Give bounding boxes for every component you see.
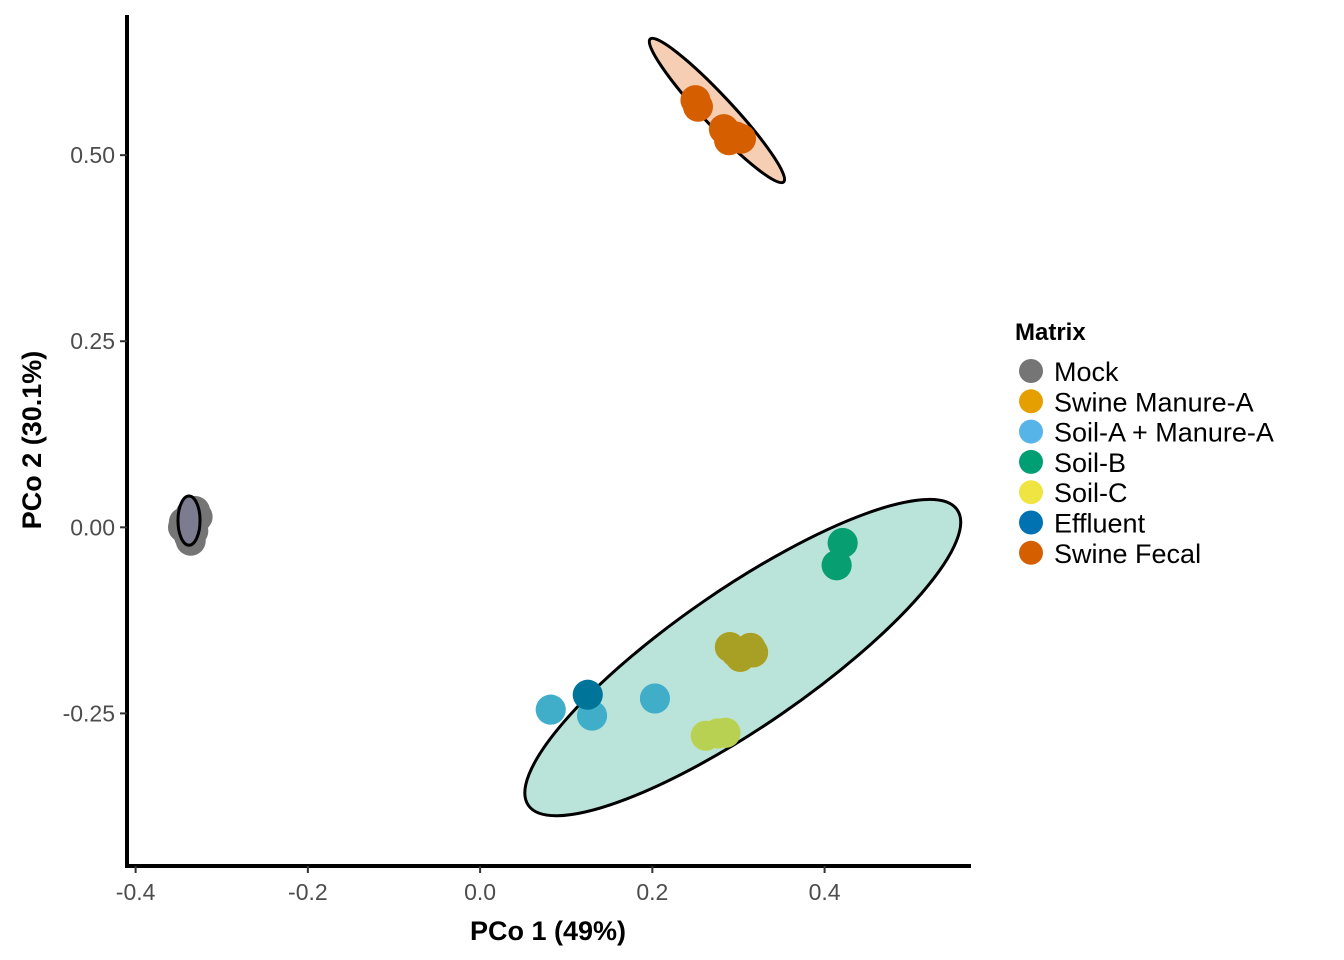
legend-title: Matrix [1015, 319, 1086, 346]
legend-key [1019, 540, 1043, 565]
legend-key [1019, 359, 1043, 383]
legend-label: Soil-B [1054, 448, 1126, 478]
data-point-overlay [639, 683, 670, 714]
legend-label: Effluent [1054, 509, 1146, 539]
x-tick-label: 0.4 [809, 879, 841, 905]
ellipse-layer [523, 36, 963, 818]
point-layer [167, 85, 858, 751]
legend-label: Soil-A + Manure-A [1054, 418, 1274, 448]
y-ticks: -0.25 0.00 0.25 0.50 [63, 142, 127, 726]
y-tick-label: 0.25 [70, 328, 115, 354]
x-tick-label: 0.2 [636, 879, 668, 905]
legend-label: Soil-C [1054, 478, 1128, 508]
x-tick-label: -0.4 [116, 879, 156, 905]
y-axis-title: PCo 2 (30.1%) [17, 351, 47, 530]
axes: -0.4 -0.2 0.0 0.2 0.4 -0.25 0.00 0.25 0.50 [63, 15, 971, 905]
data-point [682, 91, 713, 122]
data-point-overlay [572, 679, 603, 710]
legend-label: Mock [1054, 357, 1119, 387]
legend-key [1019, 510, 1043, 535]
confidence-ellipse [176, 494, 202, 547]
data-point-overlay [821, 550, 852, 581]
legend-key [1019, 480, 1043, 505]
legend-label: Swine Fecal [1054, 539, 1201, 569]
x-axis-title: PCo 1 (49%) [470, 916, 626, 946]
data-point [726, 123, 757, 154]
data-point-overlay [738, 637, 769, 668]
x-tick-label: 0.0 [464, 879, 496, 905]
y-tick-label: -0.25 [63, 700, 115, 726]
x-ticks: -0.4 -0.2 0.0 0.2 0.4 [116, 866, 841, 905]
legend-label: Swine Manure-A [1054, 387, 1254, 417]
x-tick-label: -0.2 [288, 879, 328, 905]
data-point-overlay [535, 694, 566, 725]
legend-key [1019, 449, 1043, 474]
data-point-overlay [710, 717, 741, 748]
legend-key [1019, 419, 1043, 444]
legend-key [1019, 389, 1043, 414]
y-tick-label: 0.50 [70, 142, 115, 168]
y-tick-label: 0.00 [70, 514, 115, 540]
confidence-ellipse [647, 36, 787, 185]
